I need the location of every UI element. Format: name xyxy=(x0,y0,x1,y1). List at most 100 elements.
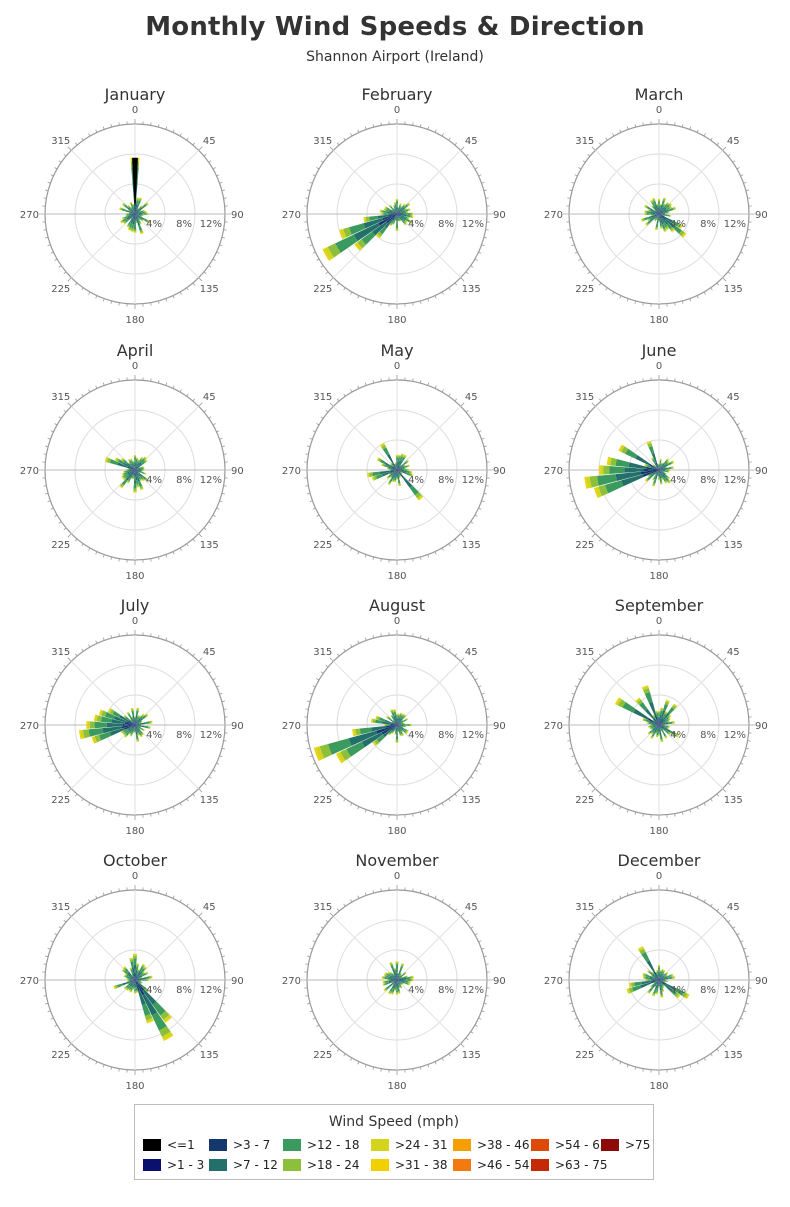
angle-label: 45 xyxy=(465,647,478,658)
wind-bar xyxy=(665,699,670,702)
wind-bar xyxy=(135,470,139,473)
wind-bar xyxy=(663,215,665,217)
wind-bar xyxy=(133,980,135,984)
wind-bar xyxy=(388,204,391,207)
wind-bar xyxy=(394,463,396,465)
wind-bar xyxy=(119,485,123,489)
angle-tick xyxy=(110,635,113,639)
wind-bar xyxy=(660,475,663,479)
wind-bar xyxy=(658,981,660,985)
grid-spoke xyxy=(134,469,199,534)
wind-bar xyxy=(659,725,662,727)
wind-bar xyxy=(653,725,657,728)
wind-bar xyxy=(100,716,112,723)
wind-bar xyxy=(399,734,402,737)
wind-bar xyxy=(140,480,143,482)
wind-bar xyxy=(136,980,140,982)
wind-bar xyxy=(392,725,396,728)
wind-bar xyxy=(148,220,151,224)
wind-bar xyxy=(651,731,654,734)
wind-bar xyxy=(397,987,400,992)
wind-bar xyxy=(406,214,411,218)
angle-tick xyxy=(336,282,340,286)
angle-tick xyxy=(203,153,207,157)
wind-bar xyxy=(122,981,130,986)
wind-bar xyxy=(395,214,397,215)
angle-tick xyxy=(696,385,699,389)
angle-tick xyxy=(634,380,637,384)
grid-spoke xyxy=(333,724,398,789)
angle-tick xyxy=(216,1017,220,1020)
wind-bar xyxy=(133,212,135,214)
wind-bar xyxy=(135,458,138,460)
wind-bar xyxy=(674,733,678,737)
wind-bar xyxy=(134,213,135,214)
wind-bar xyxy=(391,481,394,483)
angle-tick xyxy=(325,153,329,157)
wind-bar xyxy=(658,971,660,977)
wind-bar xyxy=(126,226,129,228)
angle-tick xyxy=(325,409,329,413)
angle-tick xyxy=(736,423,740,426)
wind-bar xyxy=(132,214,135,217)
wind-bar xyxy=(396,729,398,736)
wind-bar xyxy=(140,457,144,459)
wind-bar xyxy=(143,209,145,212)
wind-bar xyxy=(397,206,399,208)
wind-bar xyxy=(391,982,392,984)
wind-bar xyxy=(660,708,664,711)
angle-tick xyxy=(571,947,575,950)
angle-tick xyxy=(325,271,329,275)
wind-bar xyxy=(400,464,402,466)
wind-bar xyxy=(644,210,646,213)
wind-bar xyxy=(654,229,658,231)
wind-bar xyxy=(654,219,656,222)
wind-bar xyxy=(395,214,397,217)
wind-bar xyxy=(649,701,657,716)
wind-bar xyxy=(402,719,404,721)
wind-bar xyxy=(663,467,666,469)
wind-bar xyxy=(665,214,670,217)
wind-bar xyxy=(129,735,132,737)
angle-tick xyxy=(434,551,437,555)
wind-bar xyxy=(131,710,135,716)
wind-bar xyxy=(662,991,665,993)
wind-bar xyxy=(118,459,125,465)
wind-bar xyxy=(394,981,396,984)
wind-bar xyxy=(134,469,135,470)
wind-bar xyxy=(660,214,663,216)
angle-tick xyxy=(309,181,313,184)
wind-bar xyxy=(114,457,117,461)
wind-bar xyxy=(677,734,680,738)
wind-bar xyxy=(135,977,137,980)
angle-tick xyxy=(219,692,223,695)
wind-bar xyxy=(93,714,96,722)
angle-label: 225 xyxy=(51,1050,70,1061)
wind-bar xyxy=(645,464,648,467)
wind-bar xyxy=(132,463,135,468)
wind-bar xyxy=(390,470,396,473)
angle-label: 225 xyxy=(313,1050,332,1061)
wind-bar xyxy=(133,467,135,470)
angle-label: 270 xyxy=(282,721,301,732)
wind-bar xyxy=(397,980,398,983)
wind-bar xyxy=(400,220,402,222)
angle-tick xyxy=(587,782,591,786)
wind-bar xyxy=(335,234,358,253)
wind-bar xyxy=(397,975,400,979)
month-title: June xyxy=(641,341,677,360)
wind-bar xyxy=(397,975,399,979)
wind-bar xyxy=(394,728,396,731)
wind-bar xyxy=(661,469,666,471)
angle-tick xyxy=(316,423,320,426)
wind-bar xyxy=(658,980,659,984)
angle-tick xyxy=(412,558,414,562)
wind-bar xyxy=(131,967,135,975)
angle-tick xyxy=(634,300,637,304)
wind-bar xyxy=(658,475,660,479)
wind-bar xyxy=(142,479,145,482)
wind-bar xyxy=(669,227,674,232)
grid-spoke xyxy=(333,213,398,278)
wind-bar xyxy=(390,220,394,224)
